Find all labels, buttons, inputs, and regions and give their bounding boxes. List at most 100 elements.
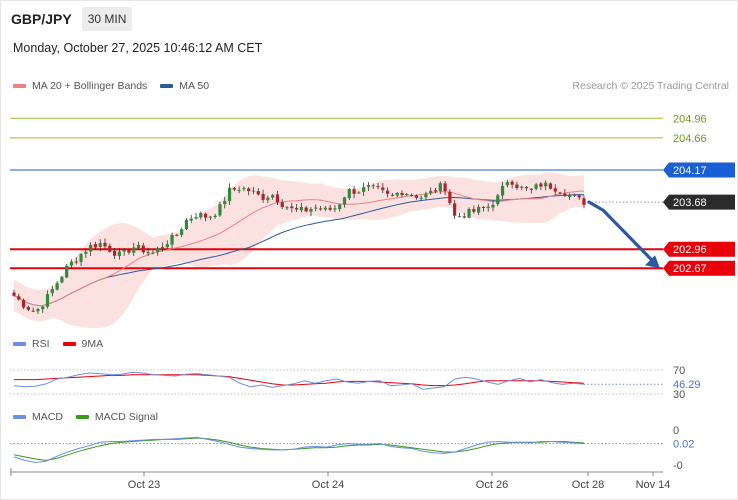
candle-body [448,191,452,203]
candle-body [50,289,54,294]
candle-body [261,194,265,200]
candle-body [338,204,342,210]
candle-body [218,204,222,216]
level-tag-202.96 [663,241,735,257]
candle-body [295,208,299,210]
candle-body [199,212,203,218]
level-tag-202.67 [663,260,735,276]
candle-body [55,283,59,290]
candle-body [414,195,418,198]
candle-body [247,188,251,192]
x-tick-label: Oct 28 [572,479,604,491]
macd-line [13,436,585,464]
candle-body [568,195,572,198]
macd-signal-legend-label: MACD Signal [94,411,158,423]
candle-body [467,208,471,218]
forecast-arrow [587,200,654,262]
timeframe-button[interactable]: 30 MIN [81,7,133,31]
candle-body [491,204,495,208]
rsi-line [13,371,585,390]
candle-body [443,183,447,192]
x-tick-label: Nov 14 [636,479,671,491]
rsi-ma-legend-label: 9MA [81,338,104,350]
candle-body [582,198,586,205]
candle-body [333,208,337,210]
candle-body [524,186,529,189]
rsi-tick-label: 30 [673,389,685,401]
level-label-204.17: 204.17 [673,165,707,177]
macd-legend: MACD MACD Signal [13,411,158,423]
candle-body [271,195,275,198]
candle-body [12,292,16,296]
level-label-202.96: 202.96 [673,244,707,256]
candle-body [74,261,78,263]
candle-body [122,250,126,252]
candles [12,179,586,314]
candle-body [21,299,26,308]
candle-body [477,207,481,213]
candle-body [227,187,232,202]
candle-body [84,251,88,254]
candle-body [381,187,385,191]
candle-body [429,190,433,194]
candle-body [400,192,404,195]
candle-body [232,187,236,190]
candle-body [424,194,428,198]
x-tick-label: Oct 23 [128,479,160,491]
candle-body [103,242,107,247]
candle-body [323,207,327,210]
candle-body [127,249,131,253]
candle-body [136,244,141,249]
candle-body [520,186,524,188]
level-label-202.67: 202.67 [673,263,707,275]
level-tag-204.17 [663,162,735,178]
candle-body [160,246,165,249]
candle-body [314,207,318,209]
level-label-204.96: 204.96 [673,113,707,125]
timestamp: Monday, October 27, 2025 10:46:12 AM CET [13,41,263,55]
candle-body [17,296,21,300]
candle-body [93,244,98,248]
candle-body [419,197,423,199]
candle-body [98,242,102,248]
rsi-ma-swatch [62,342,76,346]
candle-body [457,216,462,218]
last-price-tag [663,194,735,210]
candle-body [505,182,509,186]
candle-body [529,188,533,190]
candle-body [362,187,366,192]
candle-body [156,248,160,253]
candle-body [500,185,505,196]
candle-body [376,186,380,188]
candle-body [213,215,217,218]
ma20-line [13,190,584,307]
candle-body [572,194,577,196]
candle-body [26,306,30,310]
candle-body [41,306,45,310]
copyright-label: Research © 2025 Trading Central [572,80,729,92]
candle-body [151,252,155,254]
candle-body [563,193,567,197]
candle-body [304,207,308,212]
macd-legend-label: MACD [32,411,63,423]
candle-body [290,206,294,209]
macd-swatch [13,415,26,419]
candle-body [438,183,442,191]
candle-body [79,254,83,262]
candle-body [453,203,457,216]
candle-body [318,208,323,210]
candle-body [165,244,169,248]
rsi-legend: RSI 9MA [13,338,103,350]
candle-body [256,191,260,195]
candle-body [251,190,256,192]
forecast-arrow-head [645,255,660,269]
candle-body [548,183,553,189]
candle-body [132,247,136,253]
candle-body [347,189,351,199]
candle-body [544,182,548,187]
candle-body [558,192,562,194]
candle-body [515,184,519,189]
candle-body [510,181,514,185]
candle-body [366,184,371,187]
